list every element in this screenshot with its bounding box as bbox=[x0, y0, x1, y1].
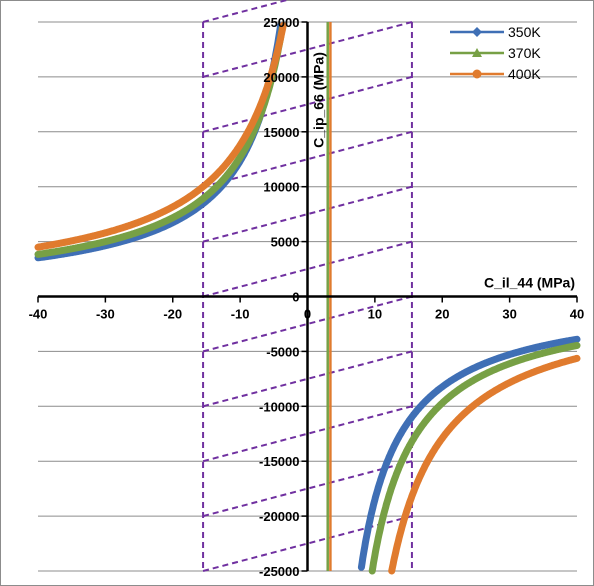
x-tick-label: 20 bbox=[435, 307, 449, 322]
y-tick-label: -10000 bbox=[259, 399, 299, 414]
hatch-line-6 bbox=[202, 185, 413, 243]
y-tick-label: -20000 bbox=[259, 509, 299, 524]
x-tick-label: -40 bbox=[29, 307, 48, 322]
x-tick-label: 40 bbox=[570, 307, 584, 322]
hatch-line-0 bbox=[202, 515, 413, 572]
hatch-line-1 bbox=[202, 460, 413, 518]
hatch-line-4 bbox=[202, 295, 413, 353]
y-tick-label: 5000 bbox=[271, 235, 300, 250]
legend-label-370K: 370K bbox=[508, 45, 541, 61]
hatch-line-2 bbox=[202, 405, 413, 463]
hatch-line-10 bbox=[202, 0, 291, 23]
hatch-line-3 bbox=[202, 350, 413, 408]
hatch-line-5 bbox=[202, 240, 413, 298]
x-tick-label: -30 bbox=[96, 307, 115, 322]
series-400K-branch-1 bbox=[34, 21, 287, 251]
x-tick-label: 0 bbox=[304, 307, 311, 322]
y-tick-label: 0 bbox=[292, 290, 299, 305]
x-tick-label: -20 bbox=[163, 307, 182, 322]
x-tick-label: -10 bbox=[231, 307, 250, 322]
tick-labels: -40 -30 -20 -10 0 10 20 30 40 -25000 -20000 -15000 -… bbox=[29, 15, 585, 579]
hatch-line-7 bbox=[202, 130, 413, 188]
y-tick-label: -5000 bbox=[266, 344, 299, 359]
hatch-line-9 bbox=[202, 21, 413, 78]
y-tick-label: 15000 bbox=[263, 125, 299, 140]
legend-label-350K: 350K bbox=[508, 24, 541, 40]
series-370K-branch-1 bbox=[34, 22, 287, 258]
legend-label-400K: 400K bbox=[508, 66, 541, 82]
hatch-line-8 bbox=[202, 75, 413, 133]
x-tick-label: 10 bbox=[368, 307, 382, 322]
axes bbox=[37, 21, 578, 572]
y-axis-title: C_ip_66 (MPa) bbox=[311, 52, 327, 148]
x-tick-label: 30 bbox=[502, 307, 516, 322]
y-tick-label: 20000 bbox=[263, 70, 299, 85]
series-350K-branch-2 bbox=[357, 335, 581, 571]
legend-marker-350K bbox=[472, 27, 482, 37]
series-370K-branch-2 bbox=[368, 342, 581, 575]
legend-marker-370K bbox=[472, 48, 482, 57]
y-tick-label: 10000 bbox=[263, 180, 299, 195]
y-tick-label: -25000 bbox=[259, 564, 299, 579]
legend-marker-400K bbox=[472, 69, 482, 79]
series-layer bbox=[34, 21, 581, 575]
x-axis-title: C_il_44 (MPa) bbox=[484, 275, 575, 291]
series-400K-branch-2 bbox=[388, 354, 581, 575]
y-tick-label: -15000 bbox=[259, 454, 299, 469]
y-tick-label: 25000 bbox=[263, 15, 299, 30]
legend: 350K 370K 400K bbox=[450, 24, 541, 82]
